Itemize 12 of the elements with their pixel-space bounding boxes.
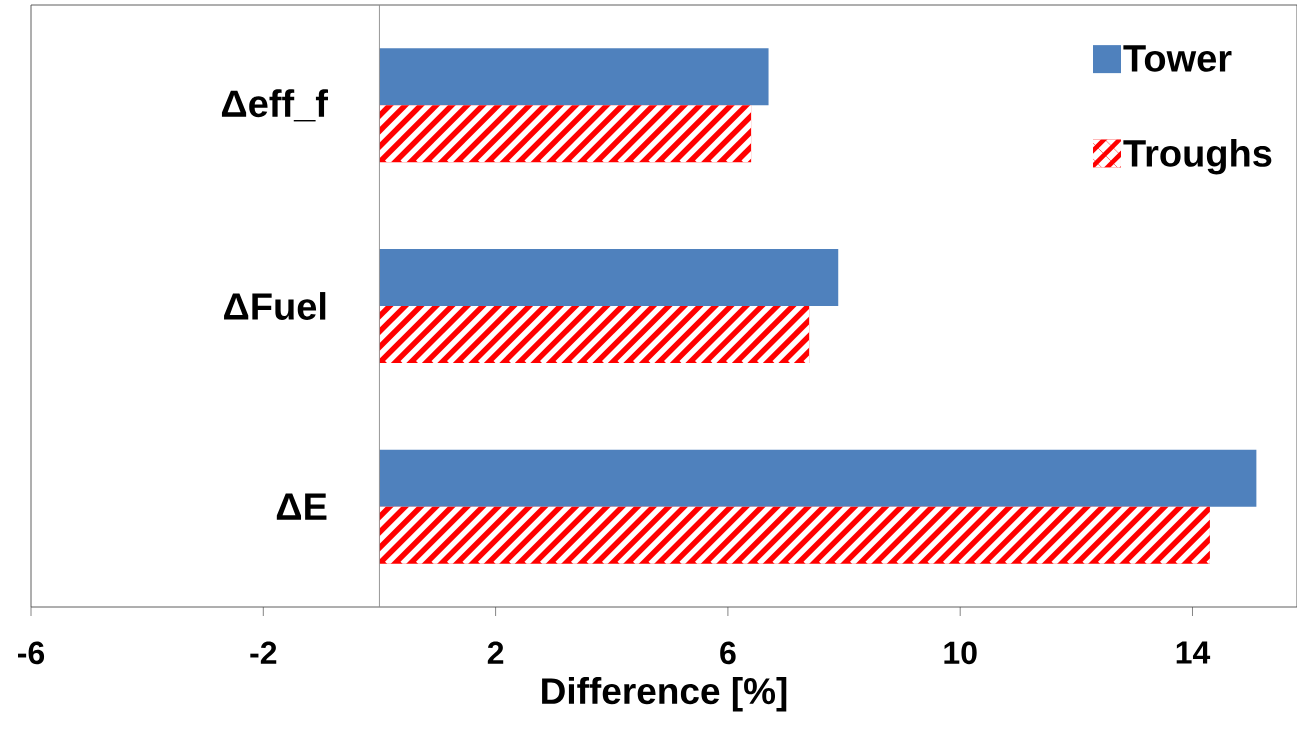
legend-label: Tower bbox=[1123, 45, 1232, 72]
x-tick-label: -2 bbox=[250, 641, 277, 664]
y-tick-label: ΔFuel bbox=[224, 292, 326, 320]
x-tick-label: 10 bbox=[944, 641, 977, 665]
x-tick-label: 6 bbox=[720, 641, 736, 665]
x-tick-label: 2 bbox=[487, 641, 504, 664]
x-axis-title: Difference [%] bbox=[542, 677, 787, 712]
legend-label: Troughs bbox=[1123, 138, 1272, 175]
y-tick-label: Δeff_f bbox=[221, 89, 328, 122]
x-tick-label: -6 bbox=[18, 641, 45, 665]
y-tick-label: ΔE bbox=[276, 493, 327, 520]
x-tick-label: 14 bbox=[1176, 641, 1211, 664]
